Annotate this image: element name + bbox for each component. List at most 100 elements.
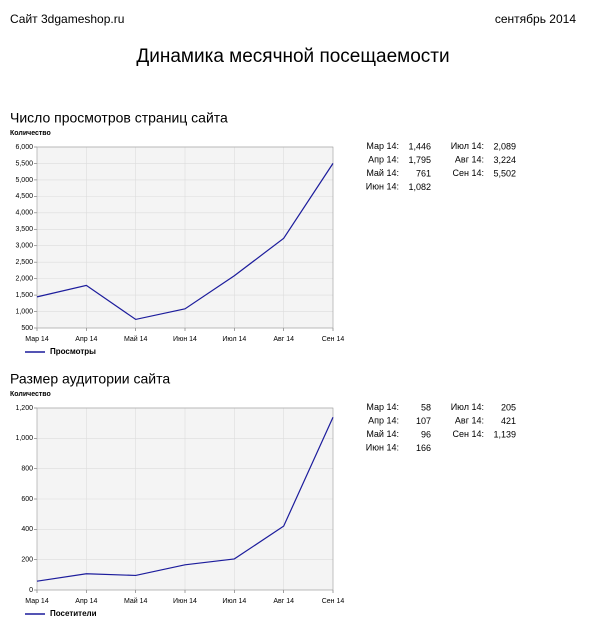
table-value: 166	[416, 443, 431, 453]
table-category-text: Июл 14	[451, 141, 482, 151]
separator: :	[396, 402, 399, 412]
series-line	[36, 417, 334, 582]
x-tick-label: Сен 14	[322, 598, 345, 605]
table-category: Апр 14:	[368, 416, 399, 426]
y-tick-label: 2,500	[15, 259, 33, 266]
table-category-text: Июн 14	[366, 182, 397, 192]
y-tick-label: 5,000	[15, 177, 33, 184]
separator: :	[396, 182, 399, 192]
x-tick-label: Май 14	[124, 335, 148, 343]
separator: :	[481, 168, 484, 178]
table-category-text: Мар 14	[366, 402, 396, 412]
separator: :	[396, 141, 399, 151]
table-category-text: Сен 14	[452, 429, 481, 439]
y-tick-label: 4,000	[15, 210, 33, 217]
x-tick-label: Июн 14	[173, 336, 197, 343]
x-tick-label: Апр 14	[75, 598, 97, 605]
period: сентябрь 2014	[495, 12, 576, 26]
table-value: 5,502	[493, 168, 516, 178]
table-value: 1,795	[408, 155, 431, 165]
y-tick-label: 800	[21, 466, 33, 473]
table-value: 96	[421, 429, 431, 439]
table-category: Апр 14:	[368, 155, 399, 165]
y-tick-label: 4,500	[15, 193, 33, 200]
y-tick-label: 3,500	[15, 226, 33, 233]
y-tick-label: 3,000	[15, 243, 33, 250]
x-tick-label: Май 14	[124, 597, 148, 605]
table-category: Мар 14:	[366, 402, 399, 412]
separator: :	[481, 416, 484, 426]
plot-frame	[36, 407, 334, 591]
separator: :	[481, 402, 484, 412]
table-value: 1,082	[408, 182, 431, 192]
x-tick-label: Апр 14	[75, 336, 97, 343]
y-tick-label: 500	[21, 325, 33, 332]
y-tick-label: 0	[29, 587, 33, 594]
y-tick-label: 200	[21, 557, 33, 564]
x-tick-label: Июл 14	[222, 598, 246, 605]
y-tick-label: 1,000	[15, 308, 33, 315]
table-category-text: Апр 14	[368, 155, 396, 165]
table-category-text: Апр 14	[368, 416, 396, 426]
separator: :	[481, 155, 484, 165]
legend-label: Посетители	[50, 609, 97, 618]
legend-label: Просмотры	[50, 347, 96, 356]
y-tick-label: 400	[21, 526, 33, 533]
x-tick-label: Авг 14	[273, 336, 294, 343]
x-tick-label: Июн 14	[173, 598, 197, 605]
plot-frame	[36, 146, 334, 329]
table-category: Мар 14:	[366, 141, 399, 151]
table-category: Июл 14:	[451, 141, 484, 151]
table-value: 421	[501, 416, 516, 426]
table-category-text: Июл 14	[451, 402, 482, 412]
table-value: 1,139	[493, 429, 516, 439]
chart-title: Число просмотров страниц сайта	[10, 110, 228, 126]
y-tick-label: 2,000	[15, 275, 33, 282]
table-value: 58	[421, 402, 431, 412]
table-category-text: Июн 14	[366, 443, 397, 453]
table-category-text: Мар 14	[366, 141, 396, 151]
table-value: 761	[416, 168, 431, 178]
y-axis-label: Количество	[10, 391, 51, 398]
x-tick-label: Июл 14	[222, 336, 246, 343]
table-category: Авг 14:	[455, 155, 484, 165]
series-line	[36, 163, 334, 321]
x-tick-label: Мар 14	[25, 598, 49, 605]
separator: :	[396, 155, 399, 165]
y-axis-label: Количество	[10, 130, 51, 137]
table-category: Авг 14:	[455, 416, 484, 426]
y-tick-label: 1,000	[15, 435, 33, 442]
table-category-text: Сен 14	[452, 168, 481, 178]
table-category: Май 14:	[366, 429, 399, 439]
separator: :	[396, 443, 399, 453]
table-category-text: Май 14	[366, 168, 396, 178]
page-title: Динамика месячной посещаемости	[136, 46, 449, 67]
table-category-text: Авг 14	[455, 416, 482, 426]
y-tick-label: 6,000	[15, 144, 33, 151]
table-category-text: Май 14	[366, 429, 396, 439]
x-tick-label: Сен 14	[322, 336, 345, 343]
separator: :	[481, 429, 484, 439]
y-tick-label: 1,200	[15, 405, 33, 412]
table-category: Сен 14:	[452, 429, 484, 439]
x-tick-label: Авг 14	[273, 598, 294, 605]
table-category: Май 14:	[366, 168, 399, 178]
table-category-text: Авг 14	[455, 155, 482, 165]
table-category: Июн 14:	[366, 182, 399, 192]
chart-title: Размер аудитории сайта	[10, 371, 170, 387]
table-category: Сен 14:	[452, 168, 484, 178]
separator: :	[481, 141, 484, 151]
table-category: Июн 14:	[366, 443, 399, 453]
x-tick-label: Мар 14	[25, 336, 49, 343]
y-tick-label: 600	[21, 496, 33, 503]
table-value: 2,089	[493, 141, 516, 151]
separator: :	[396, 168, 399, 178]
y-tick-label: 5,500	[15, 160, 33, 167]
table-value: 1,446	[408, 141, 431, 151]
site-name: Сайт 3dgameshop.ru	[10, 12, 124, 26]
table-value: 107	[416, 416, 431, 426]
separator: :	[396, 416, 399, 426]
table-value: 205	[501, 402, 516, 412]
separator: :	[396, 429, 399, 439]
